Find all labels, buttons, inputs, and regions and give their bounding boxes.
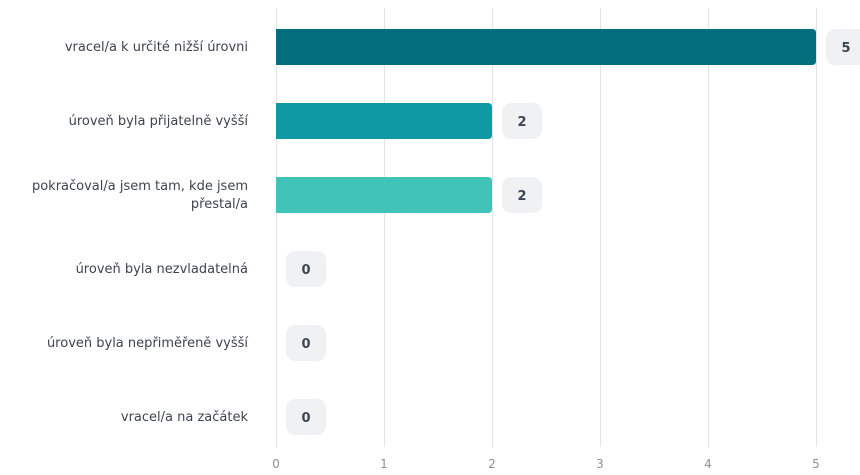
- value-badges: 5 2 2 0 0 0: [286, 29, 860, 435]
- category-label: vracel/a k určité nižší úrovni: [65, 40, 248, 55]
- category-label: vracel/a na začátek: [121, 410, 249, 425]
- bar: [276, 103, 492, 139]
- category-label: úroveň byla nezvladatelná: [76, 262, 248, 277]
- value-badge: 0: [286, 325, 326, 361]
- category-label: úroveň byla nepřiměřeně vyšší: [47, 336, 248, 351]
- value-badge: 2: [502, 103, 542, 139]
- x-tick-label: 5: [812, 457, 820, 471]
- category-label: pokračoval/a jsem tam, kde jsem přestal/a: [32, 179, 248, 212]
- x-tick-labels: 0 1 2 3 4 5: [272, 457, 820, 471]
- bar: [276, 29, 816, 65]
- x-tick-label: 3: [596, 457, 604, 471]
- data-label: 0: [301, 337, 310, 352]
- data-label: 2: [517, 189, 526, 204]
- bars: [276, 29, 816, 213]
- category-labels: vracel/a k určité nižší úrovni úroveň byl…: [32, 40, 248, 425]
- category-label: úroveň byla přijatelně vyšší: [69, 114, 249, 129]
- data-label: 2: [517, 115, 526, 130]
- bar: [276, 177, 492, 213]
- x-tick-label: 1: [380, 457, 388, 471]
- data-label: 0: [301, 263, 310, 278]
- x-tick-label: 4: [704, 457, 712, 471]
- data-label: 0: [301, 411, 310, 426]
- data-label: 5: [841, 41, 850, 56]
- value-badge: 0: [286, 251, 326, 287]
- value-badge: 0: [286, 399, 326, 435]
- value-badge: 2: [502, 177, 542, 213]
- grid-lines: [276, 8, 817, 447]
- x-tick-label: 2: [488, 457, 496, 471]
- value-badge: 5: [826, 29, 860, 65]
- x-tick-label: 0: [272, 457, 280, 471]
